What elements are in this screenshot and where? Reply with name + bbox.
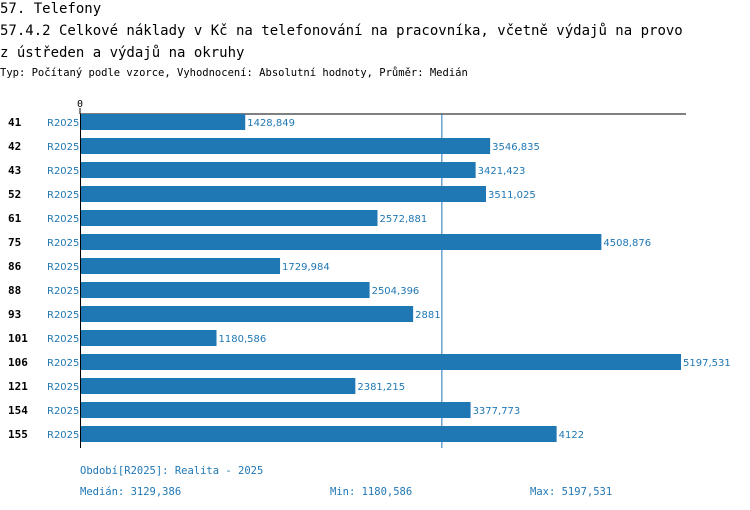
chart-subtitle: Typ: Počítaný podle vzorce, Vyhodnocení:… [0,67,468,79]
series-label: R2025 [47,310,79,321]
bar [81,378,356,394]
category-label: 101 [8,332,28,345]
chart-title-line2: z ústředen a výdajů na okruhy [0,45,245,61]
bar [81,138,491,154]
category-label: 75 [8,236,21,249]
value-label: 2381,215 [357,382,405,393]
axis-zero-label: 0 [77,99,83,110]
section-title: 57. Telefony [0,1,102,17]
value-label: 5197,531 [683,358,731,369]
category-label: 52 [8,188,21,201]
series-label: R2025 [47,142,79,153]
series-label: R2025 [47,430,79,441]
value-label: 3546,835 [492,142,540,153]
series-label: R2025 [47,238,79,249]
value-label: 1729,984 [282,262,330,273]
series-label: R2025 [47,382,79,393]
value-label: 2504,396 [372,286,420,297]
series-label: R2025 [47,118,79,129]
series-label: R2025 [47,334,79,345]
bar [81,258,281,274]
bar [81,210,378,226]
period-note: Období[R2025]: Realita - 2025 [80,465,264,477]
series-label: R2025 [47,358,79,369]
value-label: 3421,423 [478,166,526,177]
category-label: 154 [8,404,28,417]
category-label: 121 [8,380,28,393]
bar [81,306,414,322]
category-label: 61 [8,212,22,225]
value-label: 2572,881 [380,214,428,225]
series-label: R2025 [47,190,79,201]
bar [81,186,486,202]
series-label: R2025 [47,214,79,225]
series-label: R2025 [47,406,79,417]
value-label: 1180,586 [219,334,267,345]
value-label: 4122 [559,430,584,441]
category-label: 43 [8,164,21,177]
bar [81,426,557,442]
category-label: 42 [8,140,21,153]
series-label: R2025 [47,166,79,177]
bar [81,162,476,178]
value-label: 3377,773 [473,406,521,417]
bar [81,234,602,250]
bar [81,354,681,370]
category-label: 93 [8,308,21,321]
category-label: 88 [8,284,21,297]
category-label: 41 [8,116,22,129]
series-label: R2025 [47,262,79,273]
min-stat: Min: 1180,586 [330,486,413,498]
max-stat: Max: 5197,531 [530,486,613,498]
bar [81,402,471,418]
value-label: 2881 [415,310,440,321]
chart-title-line1: 57.4.2 Celkové náklady v Kč na telefonov… [0,23,683,39]
series-label: R2025 [47,286,79,297]
category-label: 86 [8,260,22,273]
median-stat: Medián: 3129,386 [80,486,182,498]
bar [81,282,370,298]
value-label: 4508,876 [603,238,651,249]
value-label: 1428,849 [247,118,295,129]
category-label: 155 [8,428,28,441]
category-label: 106 [8,356,28,369]
value-label: 3511,025 [488,190,536,201]
bar [81,114,246,130]
bar [81,330,217,346]
